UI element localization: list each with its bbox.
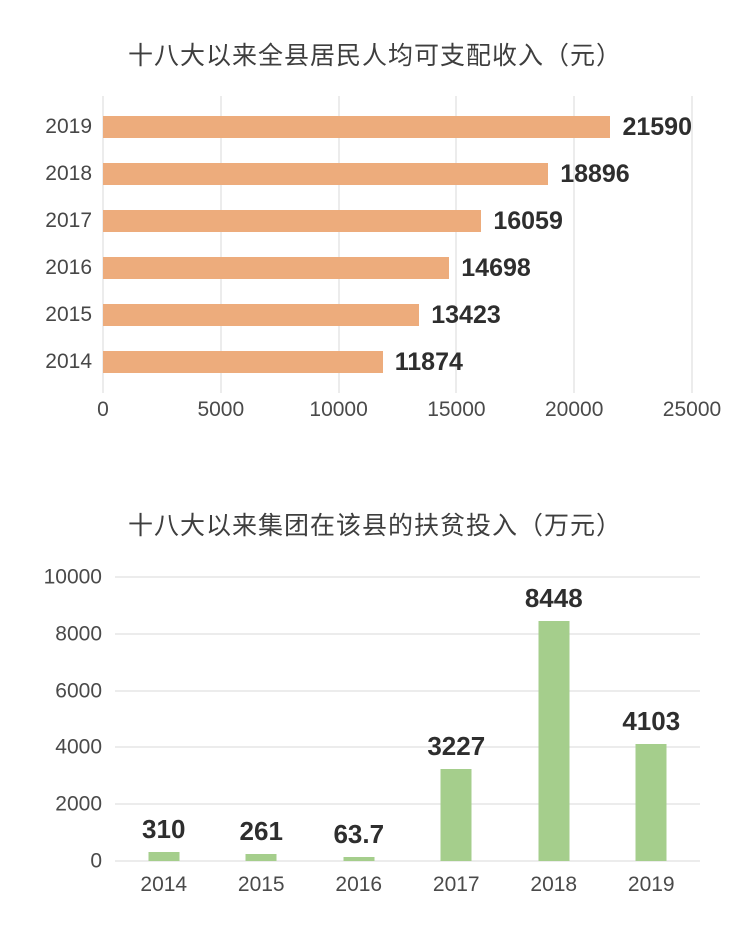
gridline: [115, 803, 700, 805]
category-label: 2014: [45, 350, 92, 373]
value-label: 310: [142, 814, 186, 845]
category-label: 2018: [45, 162, 92, 185]
axis-tick-label: 0: [97, 398, 109, 421]
category-label: 2014: [140, 873, 188, 896]
value-label: 21590: [622, 112, 692, 141]
value-label: 11874: [394, 347, 463, 376]
income-bar-2017: [103, 210, 482, 232]
investment-bar-2014: [148, 852, 180, 861]
bar-band: 310 2014: [115, 577, 213, 895]
income-bar-2014: [103, 351, 383, 373]
bar-row: 2016 14698: [45, 253, 692, 282]
gridline: [115, 690, 700, 692]
gridline: [102, 96, 104, 393]
gridline: [573, 96, 575, 393]
gridline: [691, 96, 693, 393]
bar-row: 2019 21590: [45, 112, 692, 141]
gridline: [115, 746, 700, 748]
value-label: 63.7: [333, 819, 385, 849]
investment-chart-plot: 10000 8000 6000 4000 2000 0 310 2014 261 2015 63.7…: [44, 567, 701, 895]
bar-band: 261 2015: [213, 577, 311, 895]
income-chart-plot: 2019 21590 2018 18896 2017 16059 2016 14698 2015…: [45, 96, 693, 393]
category-label: 2015: [45, 303, 92, 326]
gridline: [115, 633, 700, 635]
axis-tick-label: 10000: [43, 565, 102, 589]
investment-chart-title: 十八大以来集团在该县的扶贫投入（万元）: [127, 512, 622, 540]
gridline: [115, 576, 700, 578]
value-label: 14698: [461, 253, 531, 282]
income-chart-x-axis: 0 5000 10000 15000 20000 25000: [97, 398, 721, 425]
investment-bar-2018: [538, 621, 570, 861]
category-label: 2016: [45, 256, 92, 279]
value-label: 3227: [427, 731, 486, 762]
income-bar-2015: [103, 304, 420, 326]
income-chart-title: 十八大以来全县居民人均可支配收入（元）: [127, 42, 622, 70]
gridline: [455, 96, 457, 393]
bar-band: 63.7 2016: [310, 577, 408, 895]
value-label: 16059: [493, 206, 563, 235]
axis-tick-label: 5000: [197, 398, 245, 421]
value-label: 18896: [560, 159, 630, 188]
bar-band: 4103 2019: [603, 577, 701, 895]
value-label: 261: [239, 815, 283, 846]
axis-tick-label: 6000: [55, 679, 102, 703]
gridline: [338, 96, 340, 393]
axis-tick-label: 4000: [55, 735, 102, 759]
category-label: 2016: [335, 873, 383, 896]
axis-tick-label: 15000: [427, 398, 486, 421]
gridline: [220, 96, 222, 393]
category-label: 2018: [530, 873, 578, 896]
axis-tick-label: 10000: [309, 398, 368, 421]
category-label: 2017: [45, 209, 92, 232]
bar-row: 2017 16059: [45, 206, 692, 235]
axis-tick-label: 20000: [544, 398, 604, 421]
bar-band: 8448 2018: [505, 577, 603, 895]
bar-row: 2014 11874: [45, 347, 692, 376]
bar-row: 2018 18896: [45, 159, 692, 188]
investment-bar-2017: [440, 769, 472, 861]
axis-tick-label: 8000: [55, 622, 102, 646]
category-label: 2019: [627, 873, 675, 896]
investment-bar-2019: [635, 744, 667, 861]
category-label: 2015: [237, 873, 285, 896]
category-label: 2017: [432, 873, 480, 896]
income-bar-2019: [103, 116, 611, 138]
axis-tick-label: 25000: [662, 398, 722, 421]
axis-tick-label: 0: [90, 849, 102, 873]
income-bar-2018: [103, 163, 549, 185]
investment-bar-2015: [245, 853, 277, 861]
bar-row: 2015 13423: [45, 300, 692, 329]
value-label: 13423: [431, 300, 501, 329]
investment-bar-2016: [343, 857, 375, 861]
value-label: 8448: [524, 583, 583, 614]
income-bar-2016: [103, 257, 450, 279]
gridline: [115, 860, 700, 862]
value-label: 4103: [622, 706, 681, 737]
bar-band: 3227 2017: [408, 577, 506, 895]
category-label: 2019: [45, 115, 92, 138]
axis-tick-label: 2000: [55, 792, 102, 816]
